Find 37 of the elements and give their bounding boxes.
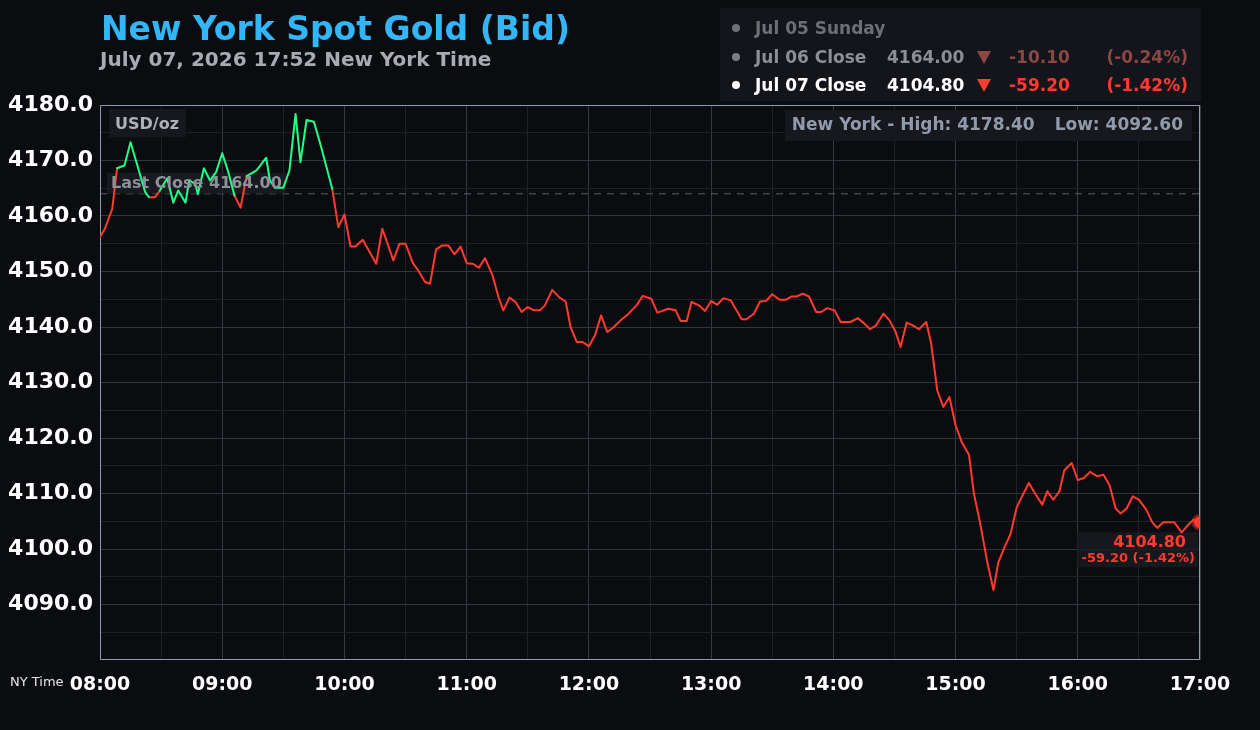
y-tick-label: 4120.0 <box>8 423 93 449</box>
x-tick-label: 11:00 <box>436 672 497 695</box>
y-tick-label: 4130.0 <box>8 368 93 394</box>
text: Jul 07 Close <box>755 73 867 96</box>
y-tick-label: 4160.0 <box>8 201 93 227</box>
x-tick-label: 17:00 <box>1169 672 1231 695</box>
y-tick-label: 4140.0 <box>8 312 93 338</box>
text: Jul 05 Sunday <box>755 17 886 39</box>
chart-subtitle: July 07, 2026 17:52 New York Time <box>100 47 492 71</box>
x-tick-label: 09:00 <box>191 672 253 695</box>
x-tick-label: 10:00 <box>314 672 375 695</box>
x-tick-label: 13:00 <box>680 672 742 695</box>
x-axis-title: NY Time <box>10 674 64 690</box>
text: -59.20 <box>1009 73 1070 96</box>
text: 4104.80 <box>887 73 965 96</box>
annotation: 4104.80 <box>1113 531 1186 551</box>
y-axis-title: USD/oz <box>115 114 179 134</box>
text: 4164.00 <box>887 45 965 68</box>
text: (-1.42%) <box>1106 73 1188 96</box>
y-tick-label: 4090.0 <box>8 590 93 616</box>
text: (-0.24%) <box>1106 45 1188 68</box>
text: Jul 06 Close <box>755 45 867 68</box>
y-tick-label: 4180.0 <box>8 90 93 116</box>
y-tick-label: 4100.0 <box>8 534 93 560</box>
x-tick-label: 12:00 <box>558 672 620 695</box>
annotation: Low: 4092.60 <box>1054 114 1184 135</box>
text: -10.10 <box>1009 45 1070 68</box>
x-tick-label: 16:00 <box>1047 672 1109 695</box>
y-tick-label: 4110.0 <box>8 479 93 505</box>
chart-title: New York Spot Gold (Bid) <box>101 9 570 48</box>
y-tick-label: 4170.0 <box>8 146 93 172</box>
annotation: -59.20 (-1.42%) <box>1081 549 1195 565</box>
x-tick-label: 15:00 <box>925 672 986 695</box>
x-tick-label: 08:00 <box>69 672 131 695</box>
y-tick-label: 4150.0 <box>8 257 93 283</box>
annotation: New York - High: 4178.40 <box>791 114 1035 135</box>
x-tick-label: 14:00 <box>803 672 864 695</box>
